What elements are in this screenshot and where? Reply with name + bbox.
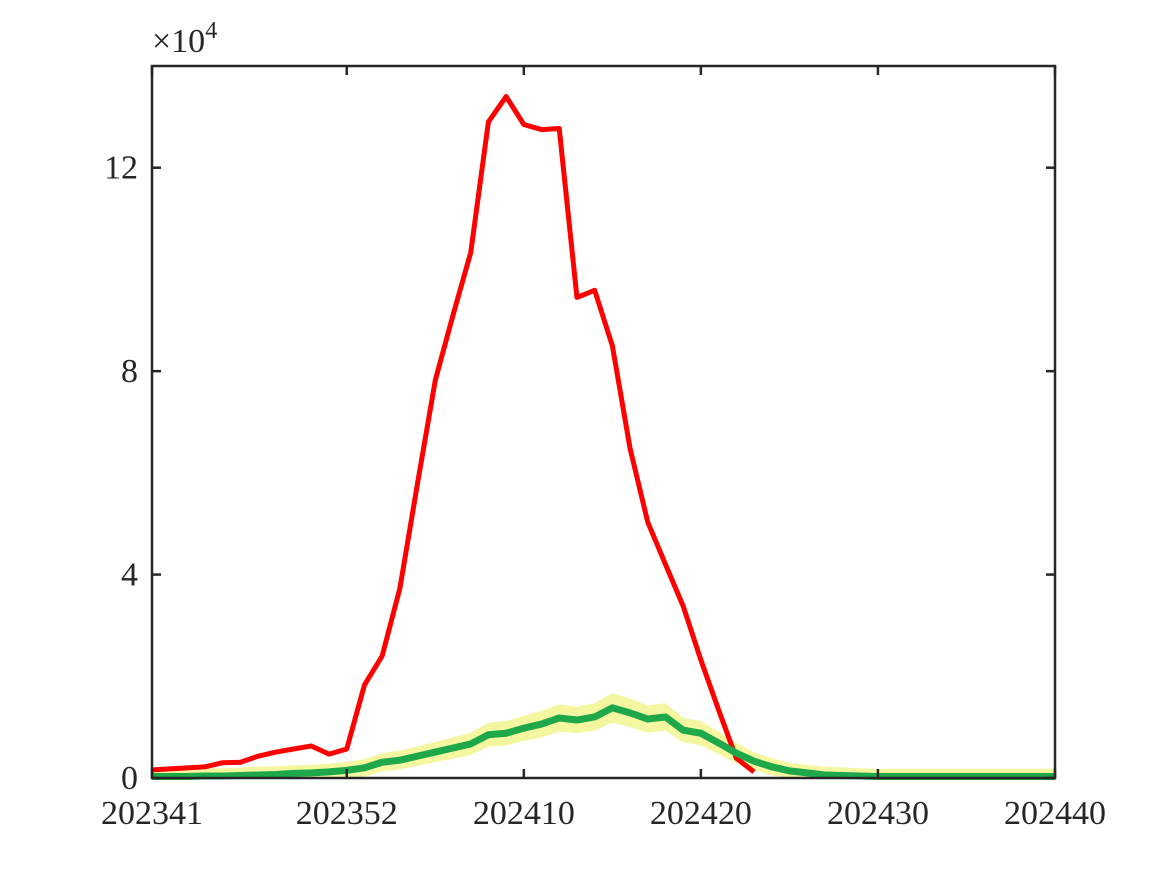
plot-frame	[150, 64, 1057, 780]
line	[151, 94, 756, 774]
x-tick-label: 202430	[827, 795, 929, 832]
y-multiplier: ×104	[152, 18, 217, 60]
line	[152, 704, 1055, 780]
x-tick-label: 202410	[473, 795, 575, 832]
y-tick-label: 12	[104, 150, 138, 187]
x-tick-label: 202420	[650, 795, 752, 832]
x-tick-label: 202341	[101, 795, 203, 832]
y-tick-label: 8	[121, 353, 138, 390]
y-tick-label: 0	[121, 760, 138, 797]
x-tick-label: 202440	[1004, 795, 1106, 832]
x-tick-label: 202352	[296, 795, 398, 832]
y-tick-label: 4	[121, 557, 138, 594]
confidence-band	[152, 693, 1055, 778]
